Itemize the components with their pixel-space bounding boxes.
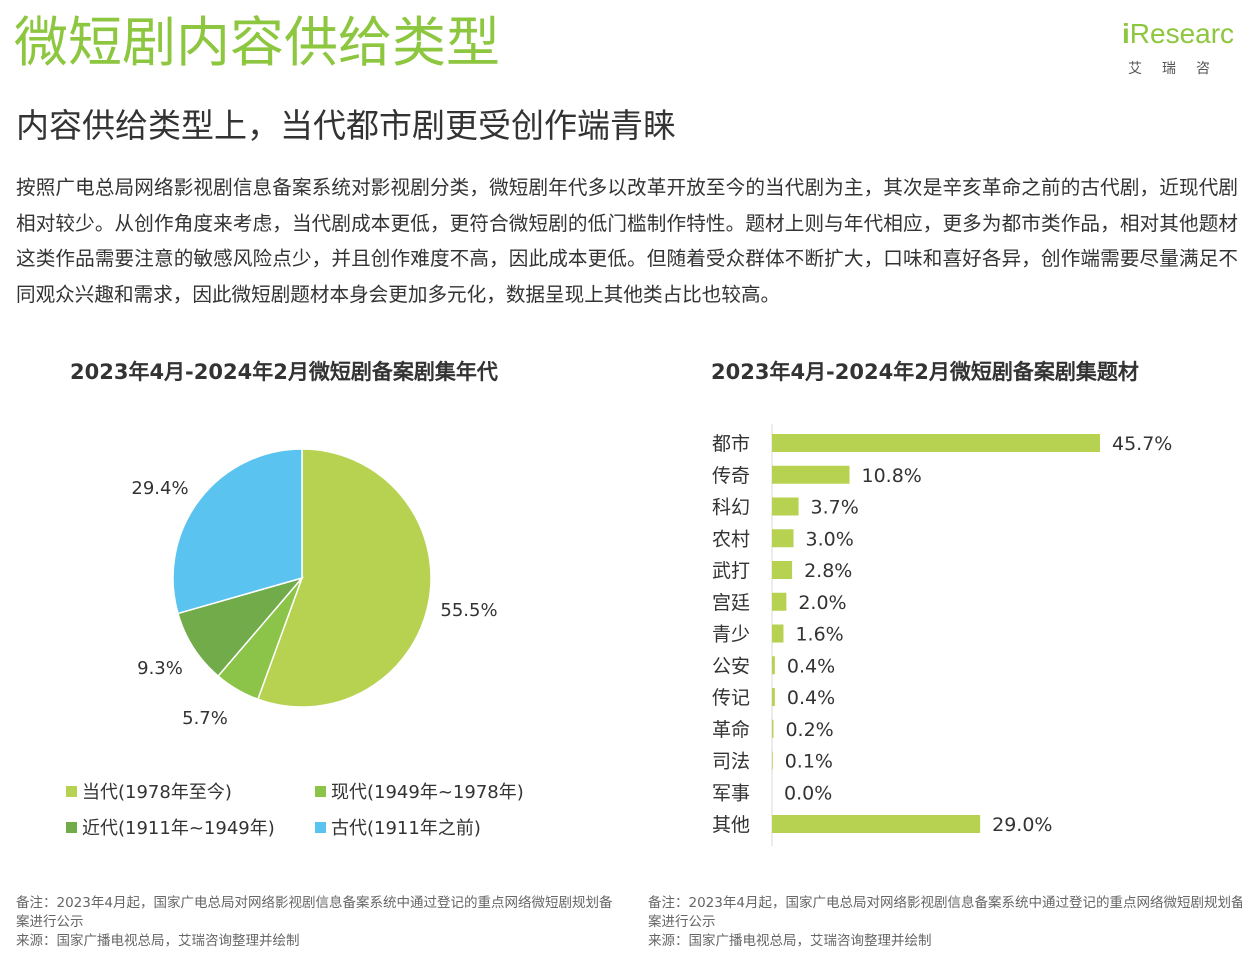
category-tick-label: 军事: [712, 782, 750, 804]
bar-data-label: 0.1%: [785, 751, 833, 773]
bar-data-label: 3.7%: [811, 497, 859, 519]
bar: [772, 624, 784, 643]
bar-data-label: 0.2%: [785, 719, 833, 741]
legend-label: 近代(1911年~1949年): [82, 818, 275, 839]
legend-swatch: [66, 786, 77, 797]
pie-data-label: 55.5%: [440, 600, 497, 621]
bar-data-label: 2.8%: [804, 560, 852, 582]
footer-source: 来源：国家广播电视总局，艾瑞咨询整理并绘制: [648, 933, 932, 949]
category-tick-label: 都市: [712, 433, 750, 455]
pie-slice: [256, 448, 432, 708]
bar: [772, 561, 793, 579]
legend-swatch: [315, 786, 326, 797]
era-pie-chart: 55.5% 5.7% 9.3% 29.4%: [131, 448, 498, 729]
bar: [772, 656, 775, 675]
legend-item: 古代(1911年之前): [315, 817, 481, 841]
legend-item: 当代(1978年至今): [66, 781, 232, 805]
iresearch-logo: iResearc 艾瑞咨: [1120, 12, 1242, 82]
legend-item: 现代(1949年~1978年): [315, 781, 524, 805]
category-tick-label: 宫廷: [712, 592, 750, 614]
bar: [772, 592, 787, 611]
category-tick-label: 其他: [712, 814, 750, 836]
bar-data-label: 1.6%: [795, 624, 843, 646]
legend-swatch: [315, 822, 326, 833]
footer-note: 备注：2023年4月起，国家广电总局对网络影视剧信息备案系统中通过登记的重点网络…: [16, 895, 613, 930]
bar: [772, 815, 981, 833]
logo-wordmark: iResearc: [1122, 18, 1235, 49]
legend-label: 当代(1978年至今): [82, 782, 232, 803]
pie-data-label: 5.7%: [182, 708, 228, 729]
category-tick-label: 武打: [712, 560, 750, 582]
logo-chinese-name: 艾瑞咨: [1128, 61, 1230, 77]
bar: [772, 497, 799, 516]
footer-source: 来源：国家广播电视总局，艾瑞咨询整理并绘制: [16, 933, 300, 949]
genre-bar-chart: 都市 45.7% 传奇 10.8% 科幻 3.7% 农村 3.0% 武打 2.8% 宫廷 2.0% 青少…: [712, 424, 1172, 846]
pie-data-label: 29.4%: [131, 478, 188, 499]
category-tick-label: 司法: [712, 751, 750, 773]
bar-data-label: 10.8%: [862, 465, 922, 487]
category-tick-label: 科幻: [712, 497, 750, 519]
footer-left: 备注：2023年4月起，国家广电总局对网络影视剧信息备案系统中通过登记的重点网络…: [16, 894, 616, 951]
bar: [772, 465, 850, 484]
bar-data-label: 29.0%: [992, 814, 1052, 836]
category-tick-label: 青少: [712, 624, 750, 646]
legend-swatch: [66, 822, 77, 833]
bar: [772, 434, 1100, 452]
bar-data-label: 3.0%: [806, 528, 854, 550]
category-tick-label: 传记: [712, 687, 750, 709]
bar-data-label: 0.0%: [784, 782, 832, 804]
legend-label: 古代(1911年之前): [331, 818, 481, 839]
legend-item: 近代(1911年~1949年): [66, 817, 275, 841]
category-tick-label: 传奇: [712, 465, 750, 487]
legend-label: 现代(1949年~1978年): [331, 782, 524, 803]
pie-slice: [172, 448, 303, 615]
bar-data-label: 45.7%: [1112, 433, 1172, 455]
bar-data-label: 0.4%: [787, 687, 835, 709]
footer-right: 备注：2023年4月起，国家广电总局对网络影视剧信息备案系统中通过登记的重点网络…: [648, 894, 1242, 951]
category-tick-label: 农村: [712, 528, 750, 550]
bar: [772, 529, 794, 548]
bar: [772, 751, 773, 770]
category-tick-label: 公安: [712, 655, 750, 677]
bar-chart-title: 2023年4月-2024年2月微短剧备案剧集题材: [711, 360, 1139, 384]
page-title: 微短剧内容供给类型: [14, 11, 500, 74]
bar: [772, 719, 774, 738]
pie-chart-title: 2023年4月-2024年2月微短剧备案剧集年代: [70, 360, 498, 384]
pie-data-label: 9.3%: [137, 658, 183, 679]
bar-data-label: 0.4%: [787, 655, 835, 677]
bar: [772, 688, 775, 706]
category-tick-label: 革命: [712, 719, 750, 741]
footer-note: 备注：2023年4月起，国家广电总局对网络影视剧信息备案系统中通过登记的重点网络…: [648, 895, 1242, 930]
intro-paragraph: 按照广电总局网络影视剧信息备案系统对影视剧分类，微短剧年代多以改革开放至今的当代…: [16, 176, 1238, 306]
bar-data-label: 2.0%: [798, 592, 846, 614]
page-subtitle: 内容供给类型上，当代都市剧更受创作端青睐: [16, 106, 676, 145]
